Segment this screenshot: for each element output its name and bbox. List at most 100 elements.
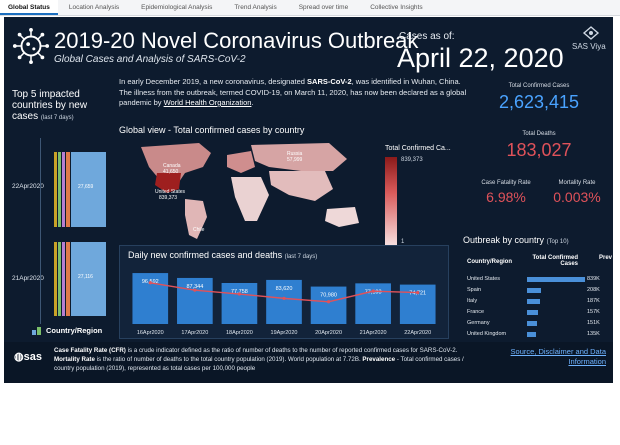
footer-definitions: Case Fatality Rate (CFR) is a crude indi… [54, 347, 464, 372]
map-united-states[interactable] [155, 173, 181, 193]
map-asia[interactable] [269, 171, 333, 201]
daily-chart[interactable]: 96,59216Apr202087,34417Apr202077,75818Ap… [122, 262, 446, 338]
outbreak-value: 208K [587, 287, 600, 293]
outbreak-row[interactable]: Italy 187K [467, 297, 609, 307]
top5-title: Top 5 impacted countries by new cases (l… [12, 89, 88, 122]
outbreak-bar [527, 277, 585, 282]
page-title: 2019-20 Novel Coronavirus Outbreak [54, 28, 419, 53]
map-australia[interactable] [325, 207, 359, 227]
total-confirmed-label: Total Confirmed Cases [508, 83, 570, 89]
map-south-america[interactable] [185, 199, 207, 239]
outbreak-title: Outbreak by country (Top 10) [463, 235, 569, 245]
daily-bar-label: 87,344 [186, 284, 203, 290]
outbreak-bar [527, 321, 537, 326]
daily-x-tick-label: 19Apr2020 [271, 330, 298, 336]
outbreak-country: United States [467, 276, 501, 282]
map-russia[interactable] [251, 143, 347, 171]
brand-label: SAS Viya [572, 42, 606, 51]
outbreak-country: United Kingdom [467, 331, 507, 337]
map-label-us: United States [155, 189, 186, 195]
top5-axis [40, 138, 41, 324]
daily-chart-title: Daily new confirmed cases and deaths (la… [128, 250, 318, 260]
map-label-russia: Russia [287, 151, 303, 157]
sas-viya-logo-icon [582, 26, 600, 40]
daily-bar[interactable] [310, 286, 347, 324]
global-view-title: Global view - Total confirmed cases by c… [119, 125, 305, 135]
daily-deaths-point[interactable] [237, 292, 242, 296]
outbreak-country: Germany [467, 320, 490, 326]
mortality-value: 0.003% [553, 189, 601, 205]
cfr-value: 6.98% [486, 189, 526, 205]
outbreak-col-confirmed[interactable]: Total Confirmed Cases [532, 255, 578, 267]
daily-x-tick-label: 20Apr2020 [315, 330, 342, 336]
tab-trend-analysis[interactable]: Trend Analysis [234, 4, 277, 11]
map-europe[interactable] [227, 151, 255, 173]
mortality-label: Mortality Rate [558, 180, 596, 186]
daily-deaths-point[interactable] [371, 289, 375, 293]
top5-stack-1[interactable]: 27,659 [54, 152, 106, 227]
daily-deaths-point[interactable] [148, 281, 152, 285]
daily-bar[interactable] [221, 283, 258, 324]
outbreak-row[interactable]: France 157K [467, 308, 609, 318]
map-label-canada: Canada [163, 163, 181, 169]
daily-x-tick-label: 17Apr2020 [181, 330, 208, 336]
tab-location-analysis[interactable]: Location Analysis [68, 4, 120, 11]
sas-logo-icon: ◍ [14, 351, 24, 363]
outbreak-bar [527, 332, 536, 337]
top5-date-2: 21Apr2020 [12, 275, 44, 282]
outbreak-country: France [467, 309, 485, 315]
top5-value-1: 27,659 [78, 184, 94, 190]
virus-icon [12, 27, 50, 65]
daily-bar-label: 70,980 [320, 293, 337, 299]
daily-deaths-point[interactable] [416, 290, 420, 295]
outbreak-row[interactable]: United States 839K [467, 275, 609, 285]
source-disclaimer-link[interactable]: Source, Disclaimer and Data Information [510, 347, 606, 366]
outbreak-row[interactable]: United Kingdom 135K [467, 330, 609, 340]
outbreak-value: 157K [587, 309, 600, 315]
as-of-date: April 22, 2020 [397, 43, 564, 73]
daily-bar-label: 83,620 [276, 286, 293, 292]
footer [4, 342, 613, 383]
map-value-russia: 57,999 [287, 157, 303, 163]
outbreak-col-country[interactable]: Country/Region [467, 259, 512, 265]
map-value-us: 839,373 [159, 195, 177, 201]
world-map[interactable]: Canada 41,650 United States 839,373 Russ… [119, 137, 377, 245]
sas-logo: ◍sas [14, 351, 42, 363]
cfr-label: Case Fatality Rate [481, 180, 531, 186]
total-confirmed-value: 2,623,415 [498, 92, 580, 112]
map-africa[interactable] [231, 177, 269, 221]
top5-date-1: 22Apr2020 [12, 183, 44, 190]
map-value-canada: 41,650 [163, 169, 179, 175]
outbreak-col-prev[interactable]: Prev [599, 255, 613, 261]
outbreak-bar [527, 299, 540, 304]
tab-bar: Global Status Location Analysis Epidemio… [0, 0, 620, 16]
daily-x-tick-label: 18Apr2020 [226, 330, 253, 336]
country-region-label: Country/Region [46, 326, 103, 335]
daily-x-tick-label: 21Apr2020 [360, 330, 387, 336]
outbreak-value: 135K [587, 331, 600, 337]
tab-global-status[interactable]: Global Status [0, 0, 58, 15]
legend-min: 1 [401, 239, 405, 245]
total-deaths-label: Total Deaths [522, 131, 556, 137]
page-subtitle: Global Cases and Analysis of SARS-CoV-2 [54, 54, 246, 65]
daily-deaths-point[interactable] [193, 288, 197, 292]
daily-deaths-point[interactable] [282, 296, 286, 300]
tab-epidemiological-analysis[interactable]: Epidemiological Analysis [141, 4, 213, 11]
intro-text: In early December 2019, a new coronaviru… [119, 77, 467, 107]
map-label-chile: Chile [193, 227, 205, 233]
tab-collective-insights[interactable]: Collective Insights [370, 4, 423, 11]
daily-bar[interactable] [177, 277, 213, 324]
outbreak-value: 151K [587, 320, 600, 326]
daily-bar[interactable] [266, 279, 302, 324]
daily-x-tick-label: 16Apr2020 [137, 330, 164, 336]
outbreak-row[interactable]: Spain 208K [467, 286, 609, 296]
daily-deaths-point[interactable] [326, 300, 331, 304]
outbreak-value: 187K [587, 298, 600, 304]
outbreak-value: 839K [587, 276, 600, 282]
color-legend-bar [385, 157, 397, 245]
who-link[interactable]: World Health Organization [163, 98, 252, 107]
tab-spread-over-time[interactable]: Spread over time [298, 4, 349, 11]
top5-stack-2[interactable]: 27,116 [54, 242, 106, 316]
daily-bar-label: 77,758 [231, 289, 248, 295]
outbreak-row[interactable]: Germany 151K [467, 319, 609, 329]
